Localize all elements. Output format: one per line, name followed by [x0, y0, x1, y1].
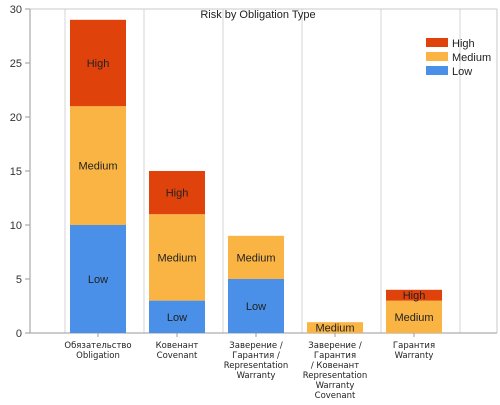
bar-segment-high: [386, 289, 442, 301]
segment-labels: Low Medium High Low Medium High Low Medium Mediu…: [78, 58, 433, 335]
segment-label: Medium: [315, 323, 354, 335]
category-label-line: Covenant: [157, 351, 198, 361]
category-label-line: Covenant: [315, 391, 356, 401]
legend-label-high: High: [452, 38, 475, 50]
category-label-line: Гарантия: [393, 341, 435, 351]
segment-label: Medium: [394, 312, 433, 324]
y-tick-label: 25: [10, 58, 22, 70]
segment-label: Medium: [78, 161, 117, 173]
segment-label: High: [87, 58, 110, 70]
bar-segment-medium: [386, 300, 442, 333]
y-tick-label: 10: [10, 220, 22, 232]
category-label-line: Обязательство: [64, 341, 131, 351]
category-label-line: Warranty: [316, 381, 355, 391]
bar-segment-high: [149, 171, 205, 215]
legend: High Medium Low: [426, 38, 491, 78]
segment-label: Low: [246, 301, 266, 313]
bar-segment-medium: [149, 214, 205, 301]
segment-label: High: [403, 290, 426, 302]
category-label-line: Гарантия /: [232, 351, 280, 361]
bar-segment-medium: [228, 235, 284, 279]
bar-segment-high: [70, 19, 126, 107]
legend-swatch-high: [426, 38, 448, 47]
bar-segment-medium: [70, 106, 126, 225]
category-label-line: Заверение /: [308, 341, 362, 351]
category-label-line: Warranty: [237, 371, 276, 381]
bar-segment-medium: [307, 322, 363, 333]
y-tick-label: 30: [10, 4, 22, 16]
bar-segment-low: [149, 300, 205, 333]
y-tick-label: 5: [16, 274, 22, 286]
category-label: Обязательство Obligation: [64, 341, 131, 361]
bar-segment-low: [228, 279, 284, 333]
y-tick-label: 0: [16, 328, 22, 340]
legend-label-low: Low: [452, 66, 472, 78]
segment-label: Low: [167, 312, 187, 324]
grid: [64, 9, 461, 333]
y-tick-label: 15: [10, 166, 22, 178]
category-label-line: Obligation: [76, 351, 120, 361]
category-label: Заверение / Гарантия / Representation Warra…: [224, 341, 289, 381]
segment-label: Medium: [236, 252, 275, 264]
category-label-line: Заверение /: [229, 341, 283, 351]
category-label-line: Warranty: [395, 351, 434, 361]
y-tick-label: 20: [10, 112, 22, 124]
legend-swatch-medium: [426, 52, 448, 61]
category-label-line: Ковенант: [156, 341, 199, 351]
legend-label-medium: Medium: [452, 52, 491, 64]
segment-label: High: [166, 188, 189, 200]
category-label: Гарантия Warranty: [393, 341, 435, 361]
category-label-line: Representation: [303, 371, 368, 381]
category-label-line: Гарантия: [314, 351, 356, 361]
bars: [70, 19, 442, 333]
category-label-line: Representation: [224, 361, 289, 371]
axes: 0 5 10 15 20 25 30: [10, 4, 498, 340]
category-label: Заверение / Гарантия / Ковенант Representat…: [303, 341, 368, 401]
bar-segment-low: [70, 225, 126, 333]
chart-title: Risk by Obligation Type: [200, 9, 315, 21]
legend-swatch-low: [426, 66, 448, 75]
segment-label: Low: [88, 274, 108, 286]
category-label: Ковенант Covenant: [156, 341, 199, 361]
segment-label: Medium: [157, 252, 196, 264]
category-label-line: / Ковенант: [311, 361, 359, 371]
